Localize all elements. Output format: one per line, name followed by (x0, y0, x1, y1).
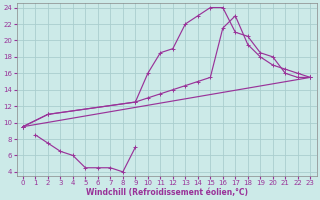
X-axis label: Windchill (Refroidissement éolien,°C): Windchill (Refroidissement éolien,°C) (85, 188, 248, 197)
